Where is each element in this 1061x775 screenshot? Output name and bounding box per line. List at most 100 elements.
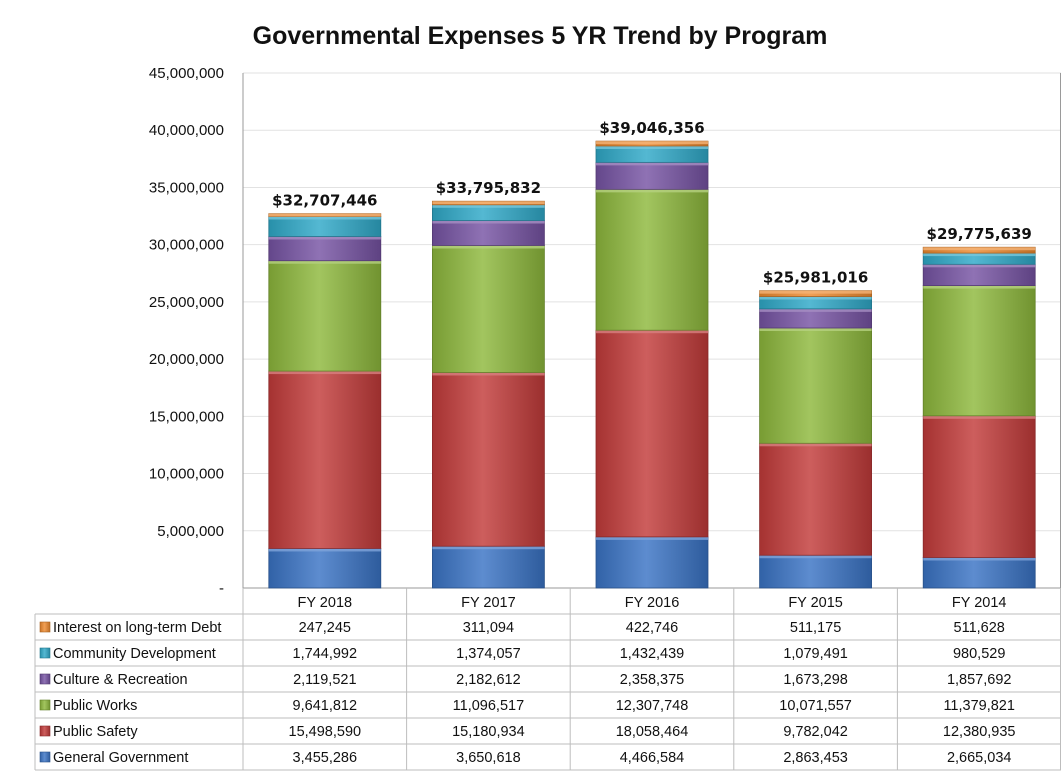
table-cell: 1,374,057	[456, 646, 521, 662]
table-cell: 18,058,464	[616, 724, 689, 740]
bar-segment	[595, 329, 709, 538]
table-cell: 15,498,590	[289, 724, 362, 740]
chart-title: Governmental Expenses 5 YR Trend by Prog…	[253, 22, 828, 50]
bar-segment	[595, 161, 709, 190]
legend-swatch	[39, 725, 51, 737]
table-cell: 1,432,439	[620, 646, 685, 662]
bar-segment	[922, 285, 1036, 417]
bar-segment	[431, 220, 545, 246]
total-label: $25,981,016	[763, 269, 868, 287]
table-cell: 511,175	[790, 620, 841, 636]
bar-segment	[268, 260, 382, 372]
bar-segment	[595, 536, 709, 589]
y-tick-label: 35,000,000	[149, 179, 224, 196]
bar-segment	[759, 554, 872, 589]
bar-segment-highlight	[759, 308, 872, 312]
legend-label: General Government	[53, 750, 188, 766]
legend-swatch	[39, 751, 51, 763]
table-cell: 12,307,748	[616, 698, 689, 714]
bar-segment-highlight	[596, 189, 708, 193]
table-cell: 4,466,584	[620, 750, 685, 766]
bar-segment-highlight	[759, 296, 872, 300]
bar-segment-highlight	[759, 290, 872, 294]
total-label: $39,046,356	[599, 119, 704, 137]
table-cell: 1,079,491	[783, 646, 848, 662]
bar-segment-highlight	[759, 555, 872, 559]
bar-segment-highlight	[268, 548, 381, 552]
bar-segment-highlight	[268, 260, 381, 264]
y-tick-label: 45,000,000	[149, 65, 224, 82]
table-cell: 980,529	[953, 646, 1005, 662]
table-cell: 311,094	[463, 620, 514, 636]
bar-segment-highlight	[596, 141, 708, 145]
bar-segment-highlight	[923, 253, 1036, 257]
table-cell: 9,782,042	[783, 724, 848, 740]
bar-segment-highlight	[759, 328, 872, 332]
x-tick-label: FY 2017	[461, 595, 516, 611]
bar-segment	[759, 327, 872, 444]
table-cell: 15,180,934	[452, 724, 525, 740]
bar-segment	[922, 263, 1036, 286]
legend-label: Culture & Recreation	[53, 672, 188, 688]
bar-segment-highlight	[596, 330, 708, 334]
bar-segment	[431, 545, 545, 589]
table-cell: 1,857,692	[947, 672, 1012, 688]
bar-segment	[759, 442, 872, 556]
bar-segment-highlight	[268, 213, 381, 217]
bar-segment-highlight	[596, 145, 708, 149]
x-tick-label: FY 2014	[952, 595, 1007, 611]
total-label: $29,775,639	[927, 225, 1032, 243]
bars	[268, 140, 1036, 589]
bar-segment	[268, 370, 382, 549]
x-tick-label: FY 2018	[298, 595, 353, 611]
table-cell: 2,119,521	[293, 672, 356, 688]
table-cell: 12,380,935	[943, 724, 1016, 740]
total-label: $33,795,832	[436, 179, 541, 197]
bar-segment-highlight	[432, 546, 545, 550]
legend-label: Public Safety	[53, 724, 138, 740]
x-tick-label: FY 2016	[625, 595, 680, 611]
bar-segment-highlight	[432, 245, 545, 249]
bar-segment	[922, 557, 1036, 589]
table-cell: 3,650,618	[456, 750, 521, 766]
bar-segment	[431, 372, 545, 547]
total-labels: $32,707,446 $33,795,832 $39,046,356 $25,981…	[272, 119, 1032, 287]
y-tick-label: 30,000,000	[149, 237, 224, 254]
bar-segment-highlight	[596, 536, 708, 540]
legend-swatch	[39, 647, 51, 659]
bar-segment-highlight	[432, 201, 545, 205]
y-tick-label: 15,000,000	[149, 408, 224, 425]
legend-swatch	[39, 673, 51, 685]
bar-segment	[268, 236, 382, 262]
bar-segment-highlight	[432, 220, 545, 224]
bar-segment-highlight	[596, 162, 708, 166]
table-cell: 2,863,453	[783, 750, 848, 766]
table-cell: 247,245	[299, 620, 351, 636]
bar-segment	[595, 188, 709, 331]
table-cell: 1,744,992	[293, 646, 358, 662]
bar-segment-highlight	[268, 371, 381, 375]
x-tick-label: FY 2015	[788, 595, 843, 611]
legend-swatch	[39, 621, 51, 633]
table-cell: 9,641,812	[293, 698, 358, 714]
bar-segment-highlight	[923, 285, 1036, 289]
bar-segment-highlight	[923, 557, 1036, 561]
table-cell: 2,665,034	[947, 750, 1012, 766]
bar-segment	[431, 245, 545, 373]
bar-segment	[268, 548, 382, 589]
table-cell: 2,358,375	[620, 672, 685, 688]
table-cell: 1,673,298	[783, 672, 848, 688]
bar-segment-highlight	[268, 216, 381, 220]
bar-segment	[922, 415, 1036, 558]
y-tick-label: 25,000,000	[149, 294, 224, 311]
legend-label: Interest on long-term Debt	[53, 620, 221, 636]
table-cell: 2,182,612	[456, 672, 521, 688]
bar-segment-highlight	[923, 247, 1036, 251]
legend-label: Public Works	[53, 698, 137, 714]
bar-segment-highlight	[268, 236, 381, 240]
table-cell: 11,096,517	[453, 698, 525, 714]
y-tick-label: 40,000,000	[149, 122, 224, 139]
bar-segment-highlight	[432, 372, 545, 376]
table-cell: 11,379,821	[943, 698, 1015, 714]
